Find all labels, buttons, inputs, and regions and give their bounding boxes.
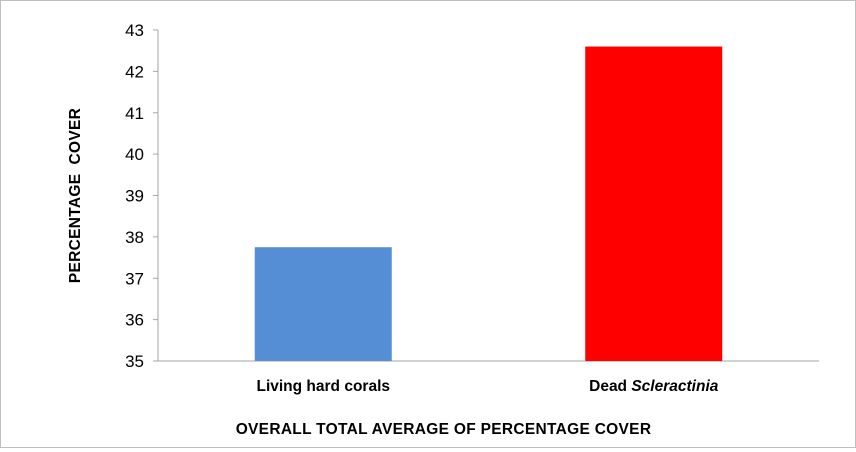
category-labels: Living hard corals Dead Scleractinia [256, 378, 718, 395]
bars [254, 46, 723, 362]
bar [585, 46, 723, 362]
x-category-label: Dead Scleractinia [589, 378, 719, 395]
y-tick-label: 42 [125, 62, 144, 81]
y-tick-label: 36 [125, 311, 144, 330]
y-tick-label: 39 [125, 187, 144, 206]
x-category-label: Living hard corals [256, 378, 390, 395]
y-tick-label: 35 [125, 352, 144, 371]
x-axis-title: OVERALL TOTAL AVERAGE OF PERCENTAGE COVE… [236, 421, 652, 438]
y-tick-label: 41 [125, 104, 144, 123]
y-tick-label: 43 [125, 21, 144, 40]
y-tick-label: 38 [125, 228, 144, 247]
y-axis-ticks: 35 36 37 38 39 40 41 42 43 [125, 21, 158, 371]
y-axis-title: PERCENTAGE COVER [67, 108, 84, 283]
y-tick-label: 40 [125, 145, 144, 164]
bar [254, 247, 392, 361]
y-tick-label: 37 [125, 269, 144, 288]
